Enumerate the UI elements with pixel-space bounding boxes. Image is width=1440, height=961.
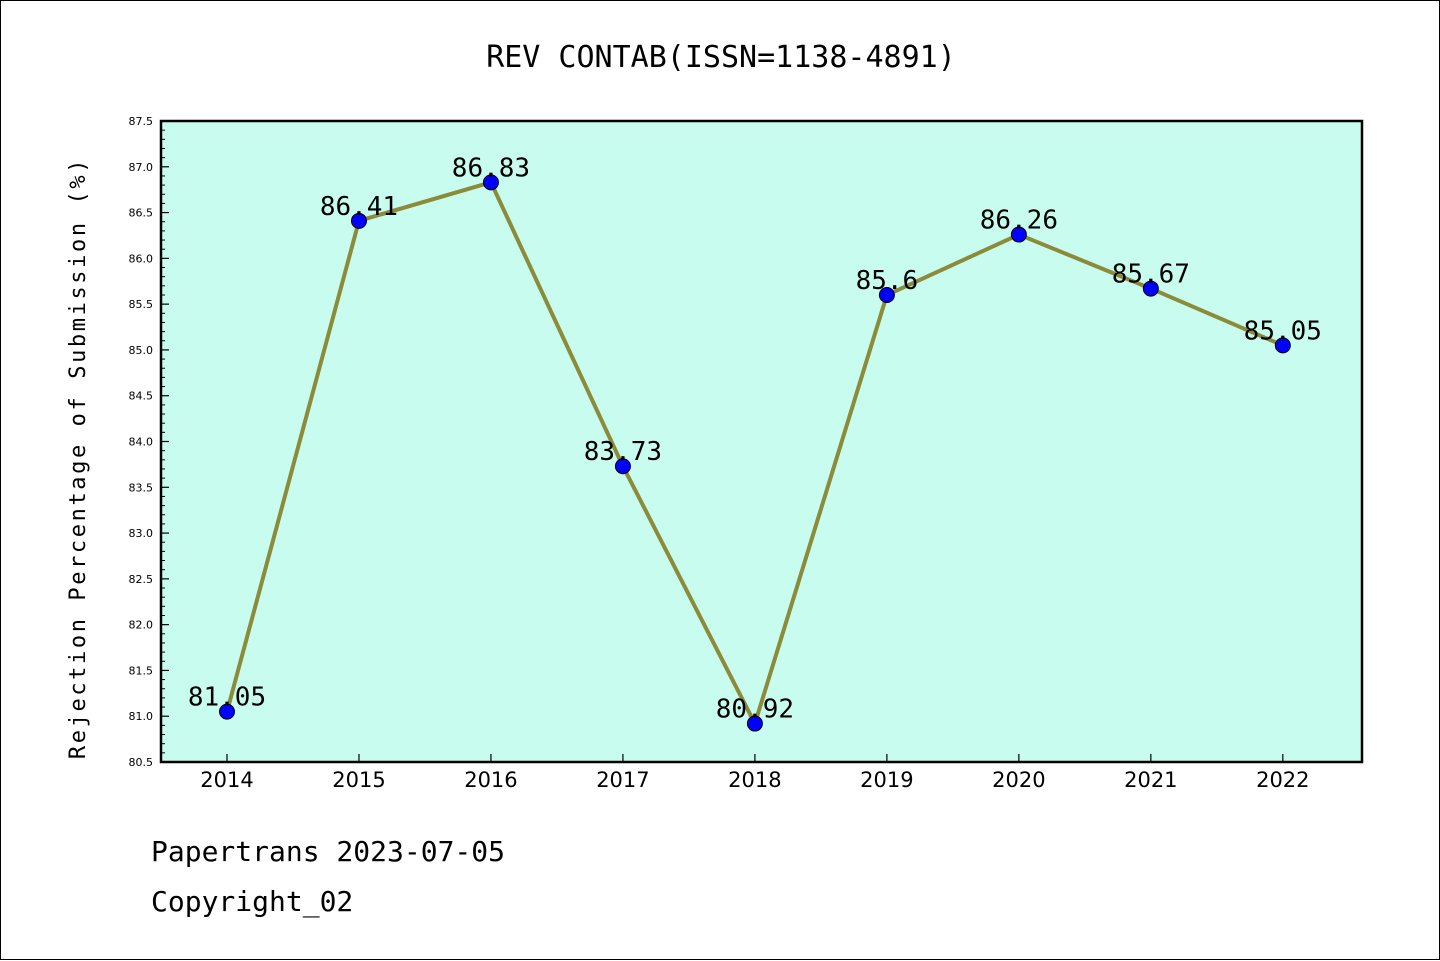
data-label: 85.05: [1244, 316, 1322, 346]
y-tick-label: 83.5: [129, 481, 154, 494]
series-group: 81.05 86.41 86.83 83.73 80.92 85.6 86.26 85.67 8…: [188, 153, 1322, 732]
data-point: [218, 703, 235, 720]
data-label: 85.67: [1112, 260, 1190, 290]
data-point: [878, 286, 895, 303]
data-label: 83.73: [584, 437, 662, 467]
x-tick-label: 2018: [728, 768, 781, 792]
data-label: 80.92: [716, 695, 794, 725]
y-axis: 80.5 81.0 81.5 82.0 82.5 83.0 83.5 84.0 84.5 85.0…: [129, 115, 169, 769]
footer-date: Papertrans 2023-07-05: [151, 835, 506, 868]
y-tick-label: 84.0: [129, 436, 154, 449]
x-axis: 2014 2015 2016 2017 2018 2019 2020 2021 2022: [200, 754, 1310, 792]
y-tick-label: 86.0: [129, 252, 154, 265]
data-point: [350, 212, 367, 229]
y-tick-label: 85.5: [129, 298, 154, 311]
data-label: 85.6: [856, 266, 919, 296]
y-tick-label: 86.5: [129, 207, 154, 220]
data-point: [1142, 280, 1159, 297]
plot-frame: [159, 119, 1364, 764]
data-label: 86.41: [320, 192, 398, 222]
y-tick-label: 81.0: [129, 710, 154, 723]
y-tick-label: 87.0: [129, 161, 154, 174]
y-tick-label: 83.0: [129, 527, 154, 540]
x-tick-label: 2016: [464, 768, 517, 792]
y-tick-label: 81.5: [129, 664, 154, 677]
y-tick-label: 82.0: [129, 619, 154, 632]
x-tick-label: 2019: [860, 768, 913, 792]
data-point: [614, 458, 631, 475]
chart-title: REV CONTAB(ISSN=1138-4891): [486, 40, 956, 75]
data-label: 86.83: [452, 153, 530, 183]
x-tick-label: 2020: [992, 768, 1045, 792]
x-tick-label: 2022: [1256, 768, 1309, 792]
data-point: [482, 174, 499, 191]
data-label: 81.05: [188, 683, 266, 713]
footer-copyright: Copyright_02: [151, 885, 354, 918]
y-axis-label: Rejection Percentage of Submission (%): [66, 157, 91, 759]
y-tick-label: 87.5: [129, 115, 154, 128]
x-tick-label: 2017: [596, 768, 649, 792]
data-point: [1010, 226, 1027, 243]
x-tick-label: 2021: [1124, 768, 1177, 792]
data-label: 86.26: [980, 206, 1058, 236]
y-tick-label: 84.5: [129, 390, 154, 403]
data-point: [746, 715, 763, 732]
y-tick-label: 85.0: [129, 344, 154, 357]
data-point: [1274, 337, 1291, 354]
x-tick-label: 2015: [332, 768, 385, 792]
y-tick-label: 82.5: [129, 573, 154, 586]
x-tick-label: 2014: [200, 768, 253, 792]
y-tick-label: 80.5: [129, 756, 154, 769]
